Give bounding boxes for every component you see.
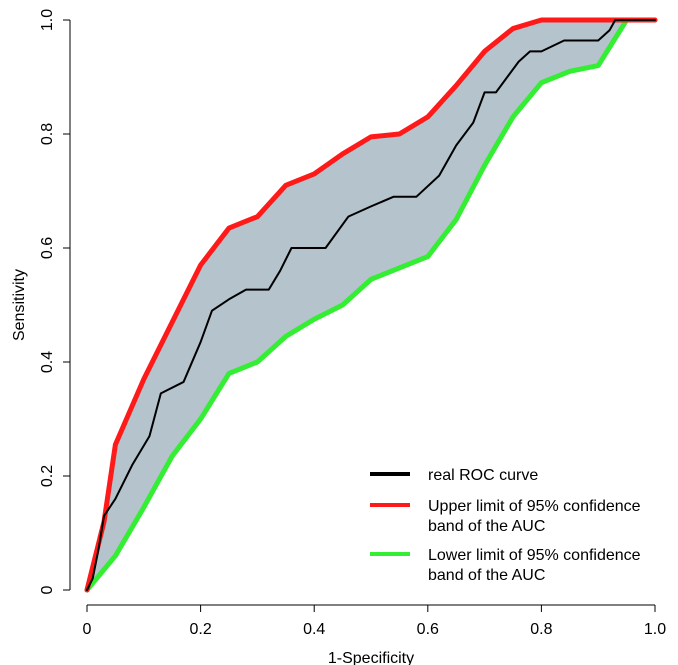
y-tick-label: 0.8	[39, 123, 56, 145]
y-tick-label: 0.6	[39, 237, 56, 259]
y-tick-label: 0.4	[39, 351, 56, 373]
x-tick-label: 0.8	[530, 621, 552, 638]
legend-label-1: real ROC curve	[428, 467, 538, 484]
confidence-band-layer	[87, 20, 655, 590]
y-axis-title: Sensitivity	[11, 269, 28, 341]
legend-label-2: Upper limit of 95% confidence	[428, 498, 641, 515]
axes-layer: 0 0.2 0.4 0.6 0.8 1.0 0 0.2 0.4 0.6 0.8 1.0	[39, 9, 666, 638]
lower-limit-line	[84, 17, 658, 593]
series-layer	[84, 17, 658, 593]
x-tick-label: 0	[83, 621, 92, 638]
legend: real ROC curve Upper limit of 95% confide…	[370, 467, 641, 584]
y-tick-label: 0.2	[39, 465, 56, 487]
x-tick-label: 1.0	[644, 621, 666, 638]
y-tick-label: 1.0	[39, 9, 56, 31]
confidence-band-fill	[87, 20, 655, 590]
x-axis-title: 1-Specificity	[328, 650, 414, 665]
legend-label-3: band of the AUC	[428, 567, 545, 584]
legend-label-3: Lower limit of 95% confidence	[428, 547, 641, 564]
x-tick-label: 0.6	[417, 621, 439, 638]
y-tick-label: 0	[39, 585, 56, 594]
x-tick-label: 0.2	[189, 621, 211, 638]
upper-limit-line	[84, 17, 658, 593]
legend-label-2: band of the AUC	[428, 518, 545, 535]
x-tick-label: 0.4	[303, 621, 325, 638]
real-roc-curve-line	[86, 19, 656, 591]
